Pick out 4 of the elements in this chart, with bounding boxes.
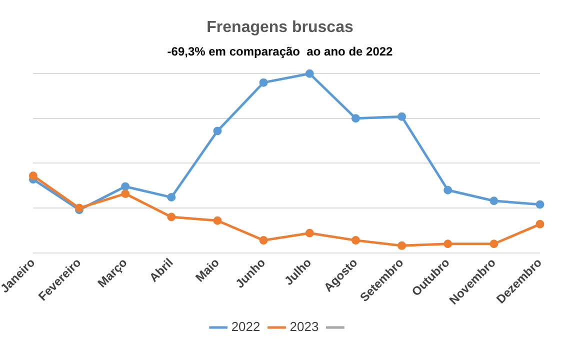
chart-subtitle: -69,3% em comparação ao ano de 2022 xyxy=(167,44,394,59)
legend-label: 2023 xyxy=(290,319,319,334)
legend-label: 2022 xyxy=(231,319,260,334)
chart-title: Frenagens bruscas xyxy=(206,19,354,36)
